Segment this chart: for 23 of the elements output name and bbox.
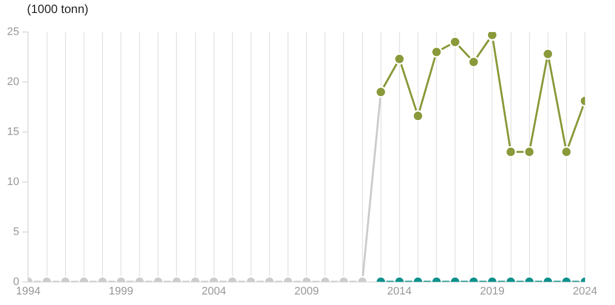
x-tick-label: 2014 xyxy=(387,285,412,298)
y-tick-label: 15 xyxy=(6,126,20,138)
y-tick-label: 10 xyxy=(6,176,20,188)
x-tick-label: 2024 xyxy=(572,285,598,298)
x-tick-label: 1999 xyxy=(108,285,134,298)
x-tick-label: 2004 xyxy=(202,285,226,298)
point xyxy=(412,110,424,122)
point xyxy=(449,36,461,48)
point xyxy=(394,53,406,65)
x-tick-label: 1994 xyxy=(16,285,40,298)
point xyxy=(560,146,572,158)
point xyxy=(542,48,554,60)
x-tick-label: 2009 xyxy=(294,285,319,298)
y-tick-label: 25 xyxy=(6,26,20,38)
y-tick-label: 20 xyxy=(6,76,20,88)
y-tick-label: 0 xyxy=(13,276,20,288)
x-tick-label: 2019 xyxy=(480,285,504,298)
y-tick-label: 5 xyxy=(13,226,20,238)
y-axis-title: (1000 tonn) xyxy=(27,2,88,16)
point xyxy=(505,146,517,158)
point xyxy=(430,46,442,58)
point xyxy=(468,56,480,68)
point xyxy=(524,146,536,158)
